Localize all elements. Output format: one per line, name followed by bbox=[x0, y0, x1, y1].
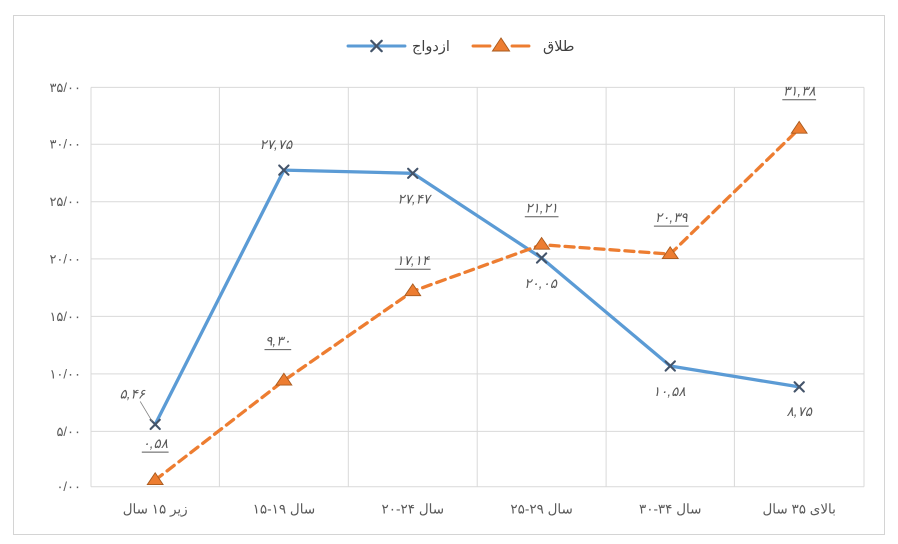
svg-text:۱۰,۵۸: ۱۰,۵۸ bbox=[653, 384, 686, 399]
svg-text:۲۷,۴۷: ۲۷,۴۷ bbox=[397, 191, 432, 206]
svg-text:۲۵/۰۰: ۲۵/۰۰ bbox=[49, 194, 81, 209]
svg-text:۳۰/۰۰: ۳۰/۰۰ bbox=[49, 137, 81, 152]
svg-text:ازدواج: ازدواج bbox=[412, 39, 450, 55]
svg-text:۲۰-۲۴ سال: ۲۰-۲۴ سال bbox=[382, 502, 445, 517]
svg-text:۱۷,۱۴: ۱۷,۱۴ bbox=[396, 253, 431, 268]
svg-text:۹,۳۰: ۹,۳۰ bbox=[265, 334, 291, 349]
svg-text:۱۰/۰۰: ۱۰/۰۰ bbox=[49, 366, 81, 381]
svg-text:۲۱,۲۱: ۲۱,۲۱ bbox=[525, 201, 558, 216]
svg-text:۵/۰۰: ۵/۰۰ bbox=[56, 424, 81, 439]
svg-text:۸,۷۵: ۸,۷۵ bbox=[786, 404, 812, 419]
svg-text:بالای ۳۵ سال: بالای ۳۵ سال bbox=[763, 502, 836, 517]
svg-text:۲۵-۲۹ سال: ۲۵-۲۹ سال bbox=[510, 502, 573, 517]
svg-text:۱۵-۱۹ سال: ۱۵-۱۹ سال bbox=[253, 502, 316, 517]
svg-text:۲۰/۰۰: ۲۰/۰۰ bbox=[49, 251, 81, 266]
svg-text:۰/۰۰: ۰/۰۰ bbox=[56, 479, 81, 494]
svg-text:۲۰,۰۵: ۲۰,۰۵ bbox=[524, 276, 558, 291]
svg-text:۳۰-۳۴ سال: ۳۰-۳۴ سال bbox=[639, 502, 702, 517]
svg-text:زیر ۱۵ سال: زیر ۱۵ سال bbox=[123, 502, 188, 518]
svg-text:۲۰,۳۹: ۲۰,۳۹ bbox=[655, 210, 689, 225]
svg-text:۰,۵۸: ۰,۵۸ bbox=[142, 436, 168, 451]
svg-text:۱۵/۰۰: ۱۵/۰۰ bbox=[49, 309, 81, 324]
svg-text:طلاق: طلاق bbox=[543, 39, 574, 55]
svg-text:۳۱,۳۸: ۳۱,۳۸ bbox=[783, 84, 816, 99]
svg-text:۵,۴۶: ۵,۴۶ bbox=[119, 386, 145, 401]
svg-text:۳۵/۰۰: ۳۵/۰۰ bbox=[49, 80, 81, 95]
svg-text:۲۷,۷۵: ۲۷,۷۵ bbox=[260, 137, 294, 152]
